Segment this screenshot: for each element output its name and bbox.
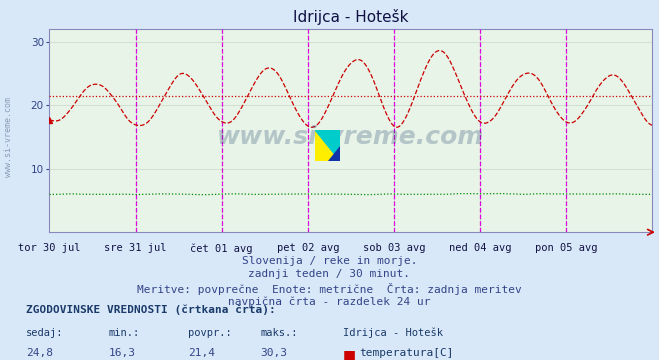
Text: navpična črta - razdelek 24 ur: navpična črta - razdelek 24 ur [228,297,431,307]
Text: min.:: min.: [109,328,140,338]
Text: www.si-vreme.com: www.si-vreme.com [217,125,484,149]
Text: temperatura[C]: temperatura[C] [359,348,453,359]
Text: zadnji teden / 30 minut.: zadnji teden / 30 minut. [248,269,411,279]
Text: tor 30 jul: tor 30 jul [18,243,80,253]
Text: sob 03 avg: sob 03 avg [362,243,425,253]
Text: ■: ■ [343,348,356,360]
Text: pon 05 avg: pon 05 avg [535,243,598,253]
Text: sedaj:: sedaj: [26,328,64,338]
Text: maks.:: maks.: [260,328,298,338]
Text: povpr.:: povpr.: [188,328,231,338]
Text: ZGODOVINSKE VREDNOSTI (črtkana črta):: ZGODOVINSKE VREDNOSTI (črtkana črta): [26,304,276,315]
Text: čet 01 avg: čet 01 avg [190,243,253,253]
Text: 21,4: 21,4 [188,348,215,359]
Text: 24,8: 24,8 [26,348,53,359]
Polygon shape [328,146,340,161]
Title: Idrijca - Hotešk: Idrijca - Hotešk [293,9,409,25]
Text: sre 31 jul: sre 31 jul [104,243,167,253]
Text: 30,3: 30,3 [260,348,287,359]
Polygon shape [315,130,340,161]
Text: Meritve: povprečne  Enote: metrične  Črta: zadnja meritev: Meritve: povprečne Enote: metrične Črta:… [137,283,522,295]
Text: Idrijca - Hotešk: Idrijca - Hotešk [343,328,443,338]
Text: Slovenija / reke in morje.: Slovenija / reke in morje. [242,256,417,266]
Text: ned 04 avg: ned 04 avg [449,243,511,253]
Polygon shape [315,130,340,161]
Text: 16,3: 16,3 [109,348,136,359]
Text: pet 02 avg: pet 02 avg [277,243,339,253]
Text: www.si-vreme.com: www.si-vreme.com [4,97,13,177]
